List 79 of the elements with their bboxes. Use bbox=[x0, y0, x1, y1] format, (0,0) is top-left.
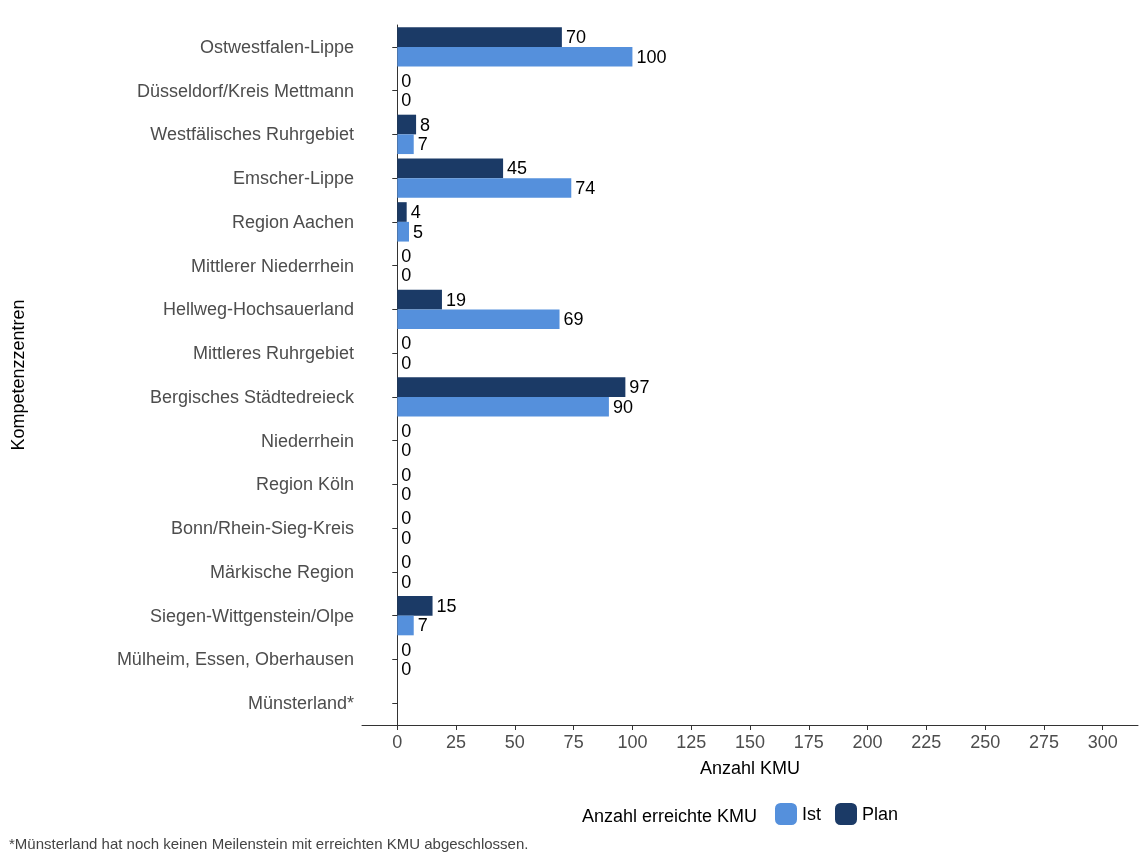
data-label: 69 bbox=[563, 309, 584, 330]
bar bbox=[397, 289, 442, 310]
bar bbox=[397, 27, 562, 47]
bar bbox=[397, 377, 626, 397]
y-axis-title: Kompetenzzentren bbox=[8, 299, 28, 451]
bar bbox=[397, 114, 417, 135]
y-tick-label: Westfälisches Ruhrgebiet bbox=[150, 124, 354, 145]
y-tick-label: Region Aachen bbox=[231, 211, 354, 232]
data-label: 90 bbox=[612, 396, 633, 417]
data-label: 70 bbox=[565, 27, 586, 48]
y-tick-label: Niederrhein bbox=[260, 430, 354, 451]
bar bbox=[397, 46, 633, 67]
x-tick-label: 250 bbox=[970, 732, 1001, 752]
bar bbox=[397, 615, 414, 636]
data-label: 0 bbox=[401, 527, 412, 548]
legend-label: Plan bbox=[862, 804, 899, 824]
y-tick-label: Bergisches Städtedreieck bbox=[149, 386, 355, 407]
x-tick-label: 300 bbox=[1087, 732, 1118, 752]
bar bbox=[397, 595, 433, 616]
data-label: 0 bbox=[401, 70, 412, 91]
data-label: 0 bbox=[401, 508, 412, 529]
y-tick-label: Ostwestfalen-Lippe bbox=[199, 36, 354, 57]
data-label: 0 bbox=[401, 464, 412, 485]
y-tick-label: Emscher-Lippe bbox=[232, 168, 354, 189]
text: *Münsterland hat noch keinen Meilenstein mit erreichten KMU abgeschlossen. bbox=[9, 835, 529, 852]
x-tick-label: 175 bbox=[793, 732, 824, 752]
bar bbox=[397, 178, 572, 198]
data-label: 0 bbox=[401, 265, 412, 286]
x-tick-label: 75 bbox=[563, 732, 584, 752]
bar bbox=[397, 309, 560, 330]
x-tick-label: 150 bbox=[734, 732, 766, 752]
data-label: 19 bbox=[445, 289, 466, 310]
y-tick-label: Bonn/Rhein-Sieg-Kreis bbox=[170, 518, 354, 539]
data-label: 97 bbox=[629, 377, 650, 398]
x-tick-label: 100 bbox=[617, 732, 648, 752]
data-label: 7 bbox=[417, 615, 428, 636]
data-label: 0 bbox=[401, 440, 412, 461]
y-tick-label: Mülheim, Essen, Oberhausen bbox=[116, 649, 354, 670]
data-label: 0 bbox=[401, 659, 412, 680]
data-label: 15 bbox=[436, 595, 457, 616]
data-label: 45 bbox=[507, 158, 528, 179]
bar bbox=[397, 202, 407, 222]
y-tick-label: Siegen-Wittgenstein/Olpe bbox=[149, 605, 354, 626]
legend-title: Anzahl erreichte KMU bbox=[581, 806, 758, 826]
x-tick-label: 50 bbox=[504, 732, 525, 752]
data-label: 0 bbox=[401, 352, 412, 373]
data-label: 7 bbox=[417, 134, 428, 155]
y-tick-label: Mittleres Ruhrgebiet bbox=[192, 343, 354, 364]
y-tick-label: Märkische Region bbox=[209, 561, 354, 582]
x-tick-label: 125 bbox=[676, 732, 707, 752]
data-label: 0 bbox=[401, 484, 412, 505]
bar bbox=[397, 221, 410, 242]
y-tick-label: Mittlerer Niederrhein bbox=[190, 255, 354, 276]
data-label: 0 bbox=[401, 552, 412, 573]
bar bbox=[397, 158, 504, 179]
data-label: 100 bbox=[636, 46, 667, 67]
y-tick-label: Region Köln bbox=[255, 474, 354, 495]
x-tick-label: 200 bbox=[852, 732, 883, 752]
y-tick-label: Düsseldorf/Kreis Mettmann bbox=[136, 80, 354, 101]
x-axis-title: Anzahl KMU bbox=[699, 758, 801, 778]
x-tick-label: 0 bbox=[392, 732, 403, 752]
data-label: 0 bbox=[401, 571, 412, 592]
x-tick-label: 25 bbox=[446, 732, 467, 752]
data-label: 5 bbox=[413, 221, 424, 242]
data-label: 74 bbox=[575, 177, 596, 198]
data-label: 0 bbox=[401, 245, 412, 266]
legend-label: Ist bbox=[802, 804, 822, 824]
x-tick-label: 225 bbox=[911, 732, 942, 752]
data-label: 0 bbox=[401, 420, 412, 441]
bar bbox=[397, 134, 414, 155]
data-label: 0 bbox=[401, 90, 412, 111]
y-tick-label: Hellweg-Hochsauerland bbox=[162, 299, 354, 320]
bar bbox=[397, 396, 609, 417]
data-label: 0 bbox=[401, 639, 412, 660]
y-tick-label: Münsterland* bbox=[247, 693, 354, 714]
x-tick-label: 275 bbox=[1028, 732, 1059, 752]
data-label: 0 bbox=[401, 333, 412, 354]
data-label: 4 bbox=[410, 202, 421, 223]
data-label: 8 bbox=[420, 114, 431, 135]
